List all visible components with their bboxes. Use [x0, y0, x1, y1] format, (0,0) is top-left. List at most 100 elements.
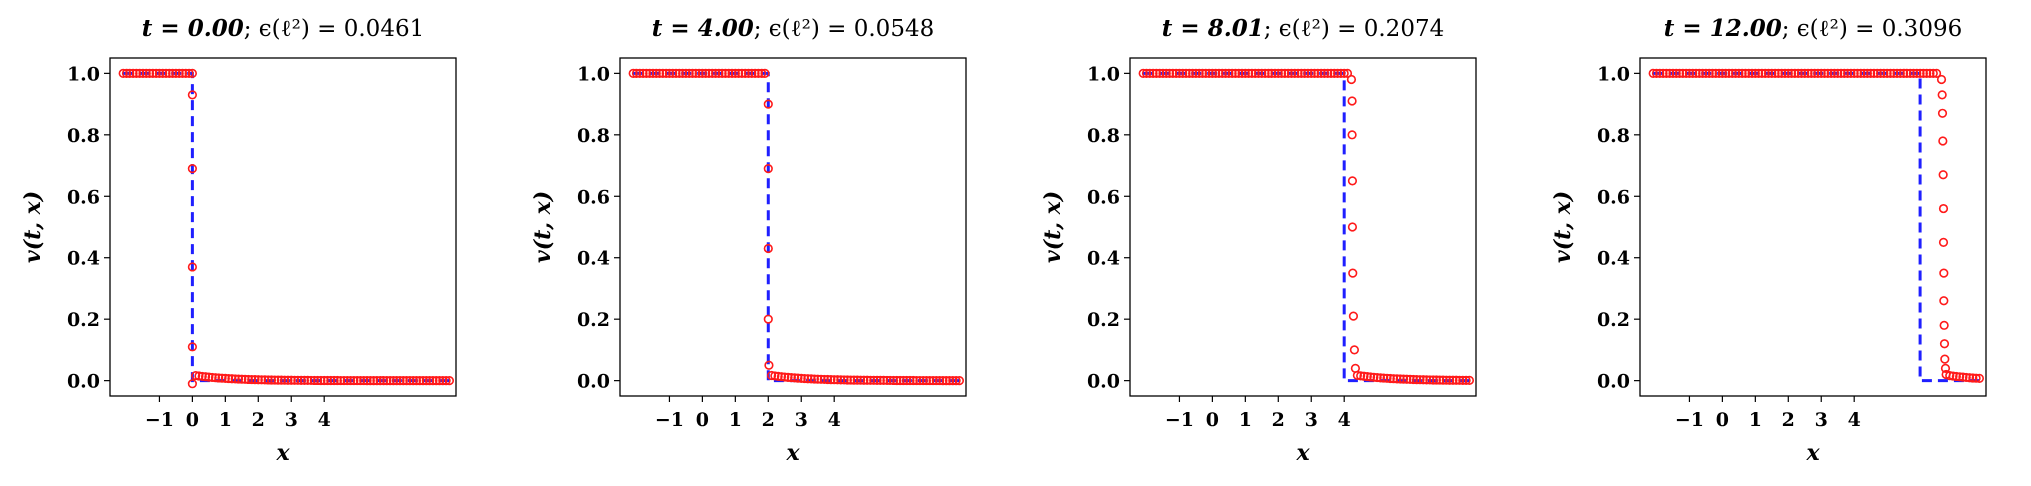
numerical-point — [1303, 68, 1313, 78]
numerical-point — [197, 371, 207, 382]
numerical-point — [780, 372, 790, 382]
chart-title-time: t = 12.00 — [1664, 15, 1782, 42]
numerical-point — [1730, 68, 1741, 78]
numerical-point — [128, 68, 138, 78]
numerical-point — [1348, 268, 1358, 278]
numerical-point — [918, 375, 928, 386]
numerical-point — [1937, 90, 1947, 100]
numerical-point — [1267, 68, 1277, 78]
numerical-point — [303, 375, 313, 385]
y-tick-label: 0.0 — [1087, 371, 1120, 393]
numerical-point — [773, 371, 783, 381]
numerical-point — [375, 376, 385, 386]
numerical-point — [217, 373, 227, 383]
numerical-point — [369, 375, 379, 386]
numerical-point — [704, 68, 714, 78]
numerical-point — [819, 374, 829, 385]
numerical-point — [1674, 68, 1685, 78]
numerical-point — [1461, 375, 1471, 385]
exact-solution-line — [1653, 71, 1980, 383]
x-tick-label: 3 — [1815, 409, 1828, 431]
numerical-point — [1428, 375, 1438, 385]
numerical-point — [1727, 68, 1737, 78]
numerical-point — [270, 375, 280, 385]
numerical-point — [862, 375, 872, 385]
numerical-point — [395, 376, 405, 386]
numerical-point — [1819, 68, 1830, 78]
numerical-point — [210, 373, 221, 383]
numerical-point — [237, 374, 247, 384]
numerical-point — [441, 376, 451, 386]
numerical-point — [1701, 68, 1711, 78]
numerical-point — [635, 68, 645, 78]
numerical-point — [151, 68, 161, 78]
y-tick-label: 0.6 — [577, 186, 610, 208]
numerical-point — [154, 68, 165, 78]
numerical-point — [1793, 68, 1803, 78]
numerical-point — [743, 68, 754, 78]
numerical-point — [283, 375, 293, 385]
numerical-point — [931, 375, 941, 386]
numerical-point — [1813, 68, 1823, 78]
numerical-point — [658, 68, 668, 78]
numerical-point — [1816, 68, 1826, 78]
y-tick-label: 0.6 — [1087, 186, 1120, 208]
numerical-point — [1912, 68, 1922, 78]
chart-title: t = 4.00; ϵ(ℓ²) = 0.0548 — [652, 15, 934, 42]
numerical-point — [1760, 68, 1770, 78]
numerical-point — [645, 68, 655, 78]
numerical-point — [763, 243, 773, 254]
numerical-point — [421, 376, 431, 386]
numerical-point — [1181, 68, 1191, 78]
numerical-point — [859, 375, 869, 385]
numerical-point — [766, 370, 777, 381]
numerical-point — [786, 373, 796, 383]
numerical-point — [1293, 68, 1303, 78]
numerical-point — [388, 376, 398, 386]
numerical-point — [1220, 68, 1231, 78]
x-tick-label: 3 — [285, 409, 298, 431]
plot-frame — [109, 57, 457, 397]
numerical-point — [1276, 68, 1287, 78]
numerical-point — [177, 68, 188, 78]
y-tick-label: 0.8 — [67, 125, 100, 147]
numerical-point — [1339, 68, 1349, 78]
numerical-point — [813, 374, 823, 384]
numerical-point — [1145, 68, 1155, 78]
subplot: t = 4.00; ϵ(ℓ²) = 0.0548 0.0 0.2 0.4 0.6 0.8 1… — [530, 15, 967, 466]
numerical-point — [885, 375, 895, 386]
numerical-point — [1940, 354, 1950, 364]
numerical-point — [809, 374, 820, 384]
numerical-point — [1899, 68, 1909, 78]
y-axis-label: v(t, x) — [530, 191, 556, 263]
numerical-point — [717, 68, 727, 78]
numerical-point — [1948, 371, 1958, 381]
numerical-point — [783, 372, 793, 382]
numerical-point — [1945, 371, 1955, 381]
chart-title-time: t = 0.00 — [142, 15, 244, 42]
numerical-point — [948, 375, 958, 386]
numerical-point — [1869, 68, 1879, 78]
numerical-point — [1412, 374, 1422, 385]
numerical-point — [740, 68, 750, 78]
x-tick-label: 0 — [1716, 409, 1729, 431]
numerical-point — [829, 375, 839, 385]
numerical-point — [1829, 68, 1840, 78]
numerical-point — [184, 68, 194, 78]
numerical-point — [131, 68, 141, 78]
numerical-point — [326, 375, 336, 386]
numerical-point — [915, 375, 925, 386]
plot-frame — [619, 57, 967, 397]
numerical-point — [428, 376, 438, 386]
numerical-point — [401, 376, 412, 386]
numerical-point — [1872, 68, 1882, 78]
numerical-point — [750, 68, 760, 78]
numerical-point — [902, 375, 912, 386]
y-tick-label: 1.0 — [67, 63, 100, 85]
x-axis-label: x — [1295, 440, 1310, 466]
numerical-point — [1688, 68, 1698, 78]
numerical-point — [273, 375, 283, 385]
chart-title: t = 0.00; ϵ(ℓ²) = 0.0461 — [142, 15, 424, 42]
numerical-point — [1862, 68, 1872, 78]
numerical-point — [1763, 68, 1774, 78]
